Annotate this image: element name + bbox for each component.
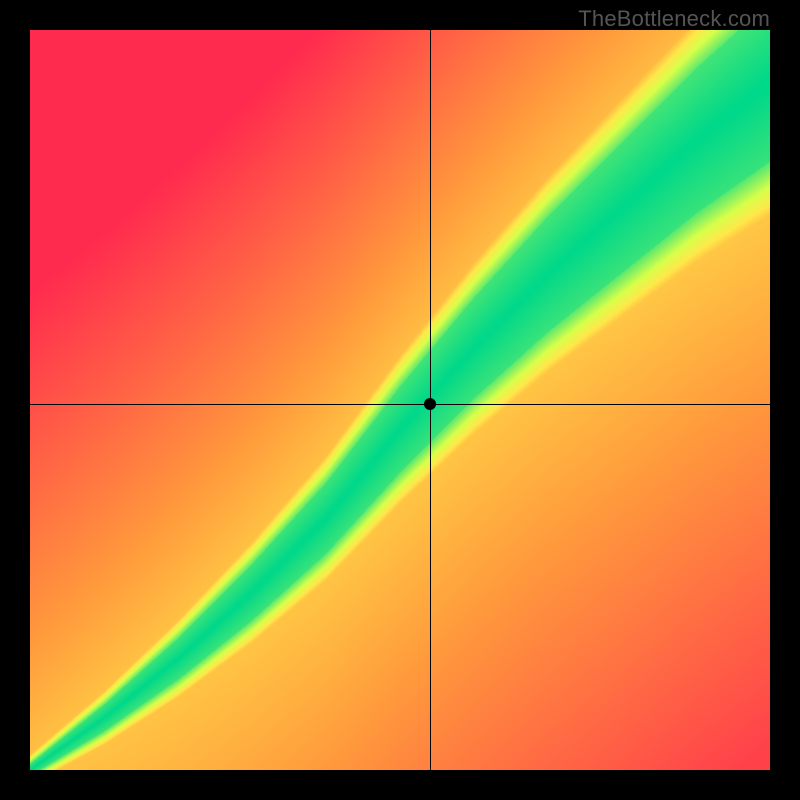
heatmap-canvas (30, 30, 770, 770)
plot-frame (30, 30, 770, 770)
watermark-text: TheBottleneck.com (578, 6, 770, 32)
crosshair-horizontal (30, 404, 770, 405)
chart-container: TheBottleneck.com (0, 0, 800, 800)
data-point-marker (424, 398, 436, 410)
